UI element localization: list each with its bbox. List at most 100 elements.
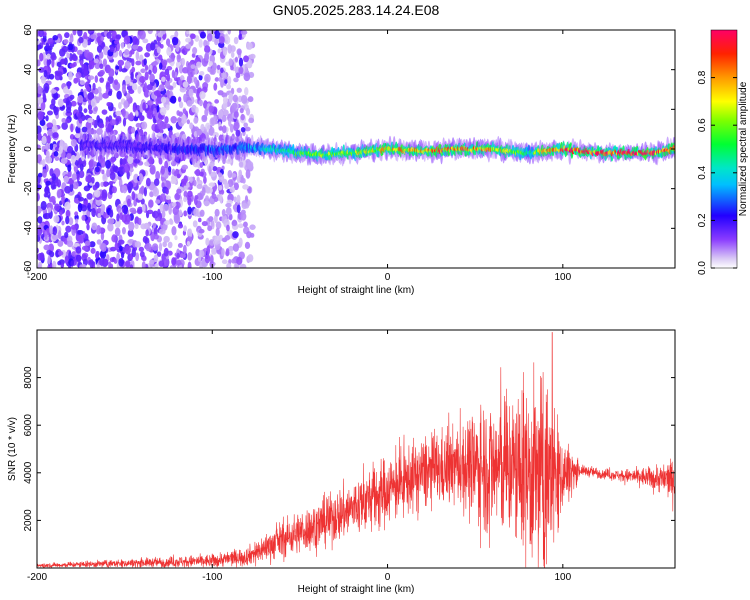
spectrogram-noise-cell — [162, 59, 168, 67]
spectrogram-noise-cell — [152, 60, 158, 66]
spectrogram-noise-cell — [138, 173, 144, 183]
spectrogram-noise-cell — [37, 216, 43, 224]
colorbar-tick-label: 0.0 — [697, 261, 708, 275]
spectrogram-noise-cell — [208, 165, 212, 175]
spectrogram-noise-cell — [181, 49, 185, 54]
spectrogram-noise-cell — [195, 107, 199, 114]
spectrogram-noise-cell — [228, 250, 234, 256]
spectrogram-noise-cell — [47, 255, 51, 265]
spectrogram-noise-cell — [158, 242, 163, 252]
spectrogram-noise-cell — [111, 30, 117, 40]
spectrogram-noise-cell — [79, 80, 85, 86]
spectrogram-noise-cell — [45, 156, 53, 164]
spectrogram-noise-cell — [141, 261, 146, 268]
spectrogram-noise-cell — [69, 94, 75, 100]
spectrogram-noise-cell — [196, 192, 203, 201]
spectrogram-noise-cell — [73, 78, 81, 83]
spectrogram-noise-cell — [158, 260, 165, 267]
spectrogram-noise-cell — [123, 163, 131, 173]
colorbar-tick-label: 0.4 — [697, 165, 708, 179]
spectrogram-noise-cell — [47, 207, 52, 213]
spectrogram-noise-cell — [214, 208, 220, 217]
spectrogram-noise-cell — [52, 132, 59, 139]
spectrogram-noise-cell — [120, 251, 125, 259]
spectrogram-noise-cell — [153, 90, 161, 96]
spectrogram-noise-cell — [127, 181, 134, 191]
spectrogram-noise-cell — [101, 192, 108, 202]
spectrogram-noise-cell — [149, 191, 154, 198]
spectrogram-noise-cell — [78, 170, 85, 179]
spectrogram-noise-cell — [187, 252, 193, 261]
spectrogram-noise-cell — [71, 251, 77, 257]
spectrogram-noise-cell — [65, 215, 70, 225]
spectrogram-noise-cell — [208, 105, 214, 113]
spectrogram-noise-cell — [51, 173, 57, 182]
spectrogram-noise-cell — [46, 110, 54, 116]
spectrogram-noise-cell — [51, 143, 58, 154]
spectrogram-noise-cell — [160, 193, 167, 202]
spectrogram-noise-cell — [67, 164, 72, 172]
spectrogram-noise-cell — [142, 38, 149, 44]
spectrogram-noise-cell — [127, 113, 134, 121]
spectrogram-noise-cell — [233, 36, 239, 45]
spectrogram-noise-cell — [99, 69, 105, 76]
spectrogram-x-tick-label: 100 — [554, 272, 571, 283]
spectrogram-noise-cell — [218, 109, 224, 119]
spectrogram-noise-cell — [202, 82, 209, 88]
spectrogram-noise-cell — [186, 30, 190, 35]
spectrogram-noise-cell — [91, 222, 98, 231]
spectrogram-noise-cell — [169, 219, 174, 225]
spectrogram-noise-cell — [108, 180, 114, 186]
spectrogram-noise-cell — [222, 46, 228, 56]
spectrogram-noise-cell — [118, 257, 124, 267]
spectrogram-noise-cell — [76, 49, 83, 56]
spectrogram-noise-cell — [193, 76, 198, 85]
spectrogram-noise-cell — [230, 51, 235, 58]
spectrogram-noise-cell — [217, 90, 224, 96]
spectrogram-noise-cell — [72, 54, 78, 62]
spectrogram-noise-cell — [243, 72, 251, 82]
spectrogram-noise-cell — [186, 100, 193, 107]
spectrogram-noise-cell — [133, 116, 139, 122]
spectrogram-noise-cell — [57, 240, 64, 247]
spectrogram-noise-cell — [88, 159, 94, 168]
spectrogram-noise-cell — [193, 117, 199, 124]
spectrogram-noise-cell — [46, 53, 51, 60]
spectrogram-noise-cell — [106, 168, 111, 178]
spectrogram-noise-cell — [244, 241, 251, 250]
spectrogram-noise-cell — [137, 193, 144, 201]
spectrogram-noise-cell — [121, 108, 126, 118]
spectrogram-noise-cell — [177, 223, 184, 229]
spectrogram-noise-cell — [199, 209, 205, 217]
spectrogram-noise-cell — [172, 206, 180, 216]
spectrogram-noise-cell — [203, 200, 210, 207]
spectrogram-noise-cell — [86, 85, 91, 92]
spectrogram-noise-cell — [40, 101, 46, 111]
spectrogram-noise-cell — [85, 121, 92, 130]
spectrogram-noise-cell — [135, 50, 140, 61]
spectrogram-noise-cell — [140, 68, 146, 74]
spectrogram-noise-cell — [163, 247, 169, 257]
spectrogram-noise-cell — [144, 52, 150, 58]
spectrogram-noise-cell — [218, 36, 225, 44]
spectrogram-noise-cell — [201, 186, 206, 196]
spectrogram-noise-cell — [140, 198, 145, 205]
spectrogram-noise-cell — [106, 31, 112, 39]
spectrogram-noise-cell — [155, 98, 159, 106]
spectrogram-noise-cell — [38, 261, 43, 268]
spectrogram-noise-cell — [175, 132, 180, 138]
snr-y-tick-label: 2000 — [23, 509, 34, 532]
spectrogram-noise-cell — [88, 259, 92, 265]
spectrogram-noise-cell — [182, 244, 187, 255]
spectrogram-noise-cell — [78, 36, 84, 44]
spectrogram-noise-cell — [80, 204, 88, 212]
spectrogram-noise-cell — [113, 39, 120, 45]
spectrogram-noise-cell — [131, 191, 136, 201]
spectrogram-noise-cell — [90, 34, 97, 40]
spectrogram-noise-cell — [133, 158, 141, 164]
spectrogram-noise-cell — [131, 247, 136, 258]
colorbar: 0.0 0.2 0.4 0.6 0.8 Normalized spectral ampl… — [697, 29, 749, 275]
spectrogram-noise-cell — [120, 42, 125, 49]
spectrogram-noise-cell — [60, 157, 68, 165]
